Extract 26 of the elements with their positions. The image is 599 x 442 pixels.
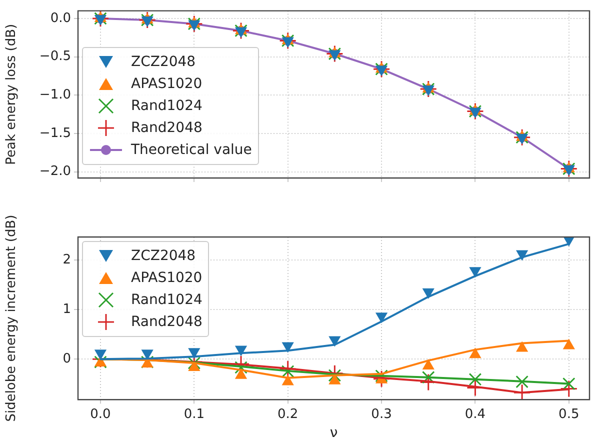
legend-label: Rand1024 [131,292,202,308]
x-axis-title: ν [330,425,338,442]
y-tick-label: 1 [62,302,71,318]
legend-label: Rand2048 [131,120,202,136]
y-axis-title: Peak energy loss (dB) [4,24,20,165]
y-tick-label: −1.5 [39,126,71,141]
x-tick-label: 0.0 [90,406,111,422]
legend-label: ZCZ2048 [131,54,196,70]
x-tick-label: 0.1 [184,406,205,422]
x-tick-label: 0.3 [371,406,392,422]
legend-label: APAS1020 [131,270,202,286]
y-tick-label: 0.0 [50,10,71,26]
x-tick-label: 0.5 [558,406,580,422]
legend-label: Theoretical value [131,142,252,158]
legend-label: Rand2048 [131,314,202,330]
y-tick-label: −1.0 [39,88,71,103]
y-tick-label: 0 [62,351,71,366]
y-tick-label: 2 [62,252,71,268]
legend-label: Rand1024 [131,98,202,114]
y-tick-label: −2.0 [39,164,71,180]
x-tick-label: 0.4 [464,406,486,422]
legend-label: ZCZ2048 [131,248,196,264]
legend-label: APAS1020 [131,76,202,92]
y-axis-title: Sidelobe energy increment (dB) [4,214,20,422]
x-tick-label: 0.2 [278,406,298,422]
y-tick-label: −0.5 [39,49,71,64]
